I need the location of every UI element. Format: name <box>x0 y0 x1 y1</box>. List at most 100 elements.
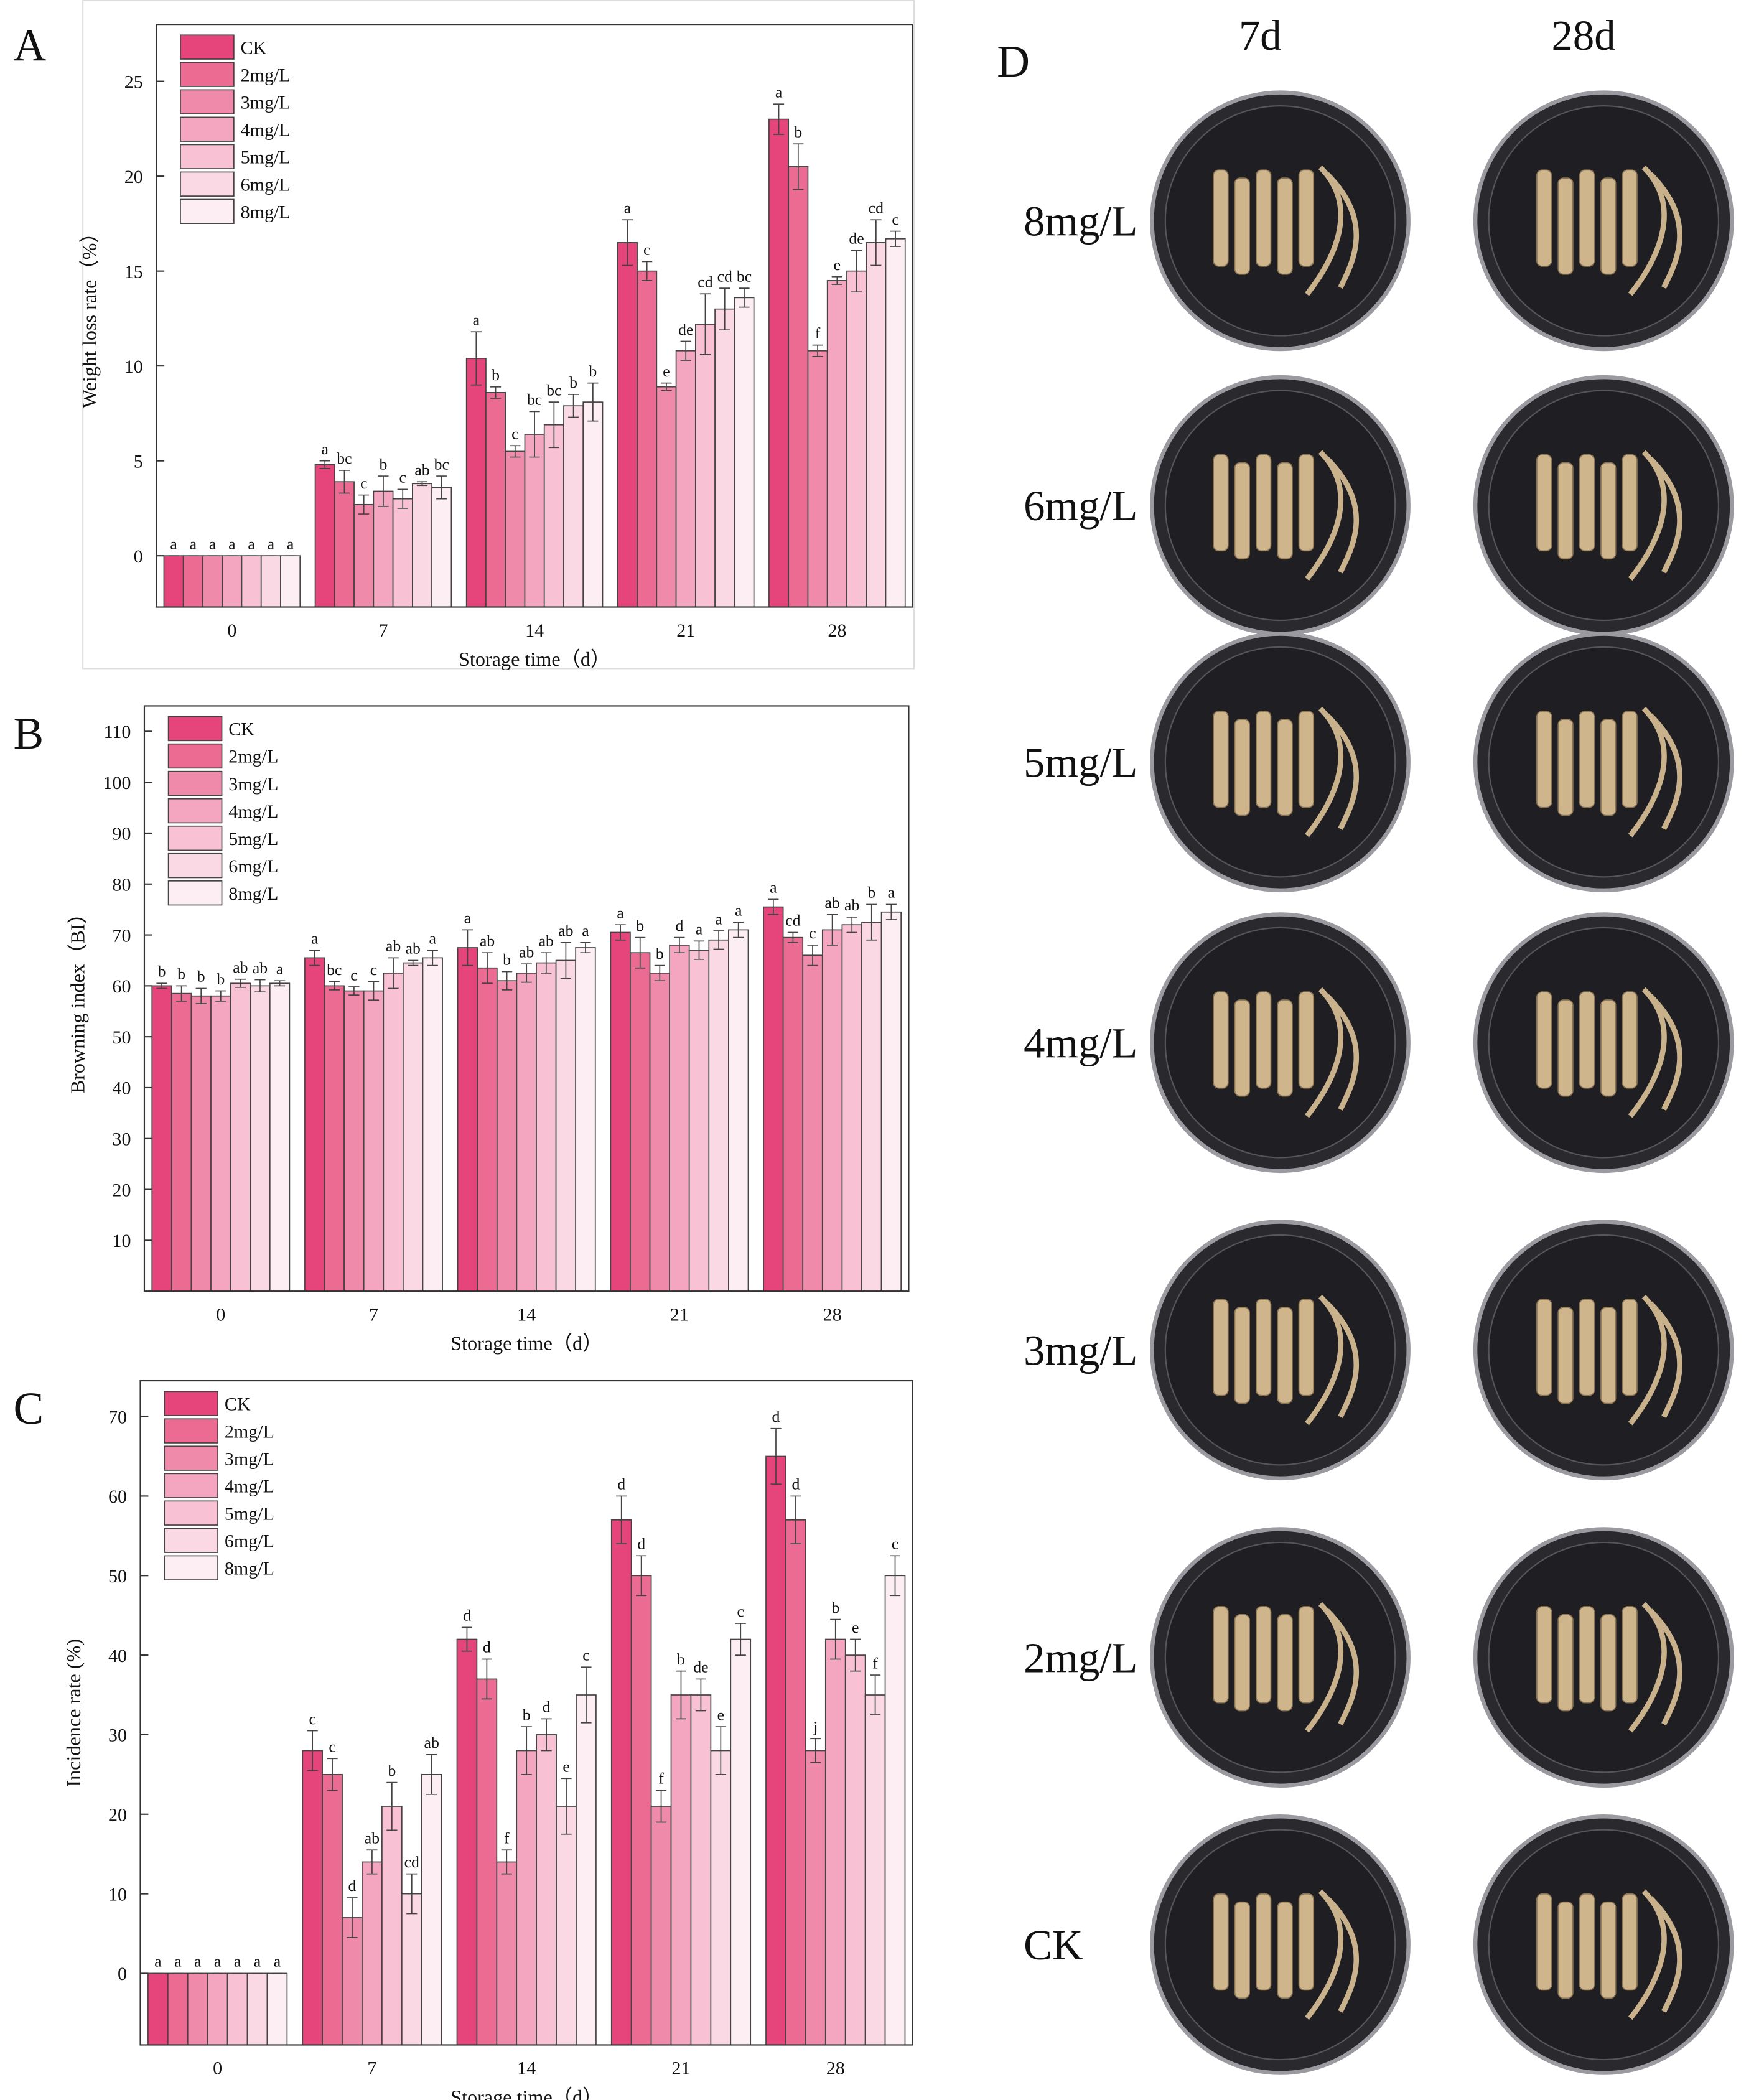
error-bar <box>521 963 532 983</box>
y-tick-label: 40 <box>112 1078 131 1099</box>
significance-label: b <box>867 884 875 902</box>
significance-label: a <box>311 929 319 947</box>
root-piece <box>1298 169 1315 267</box>
root-piece <box>1256 169 1272 267</box>
significance-label: a <box>276 959 284 978</box>
bar <box>250 985 271 1292</box>
bar <box>465 358 487 608</box>
bar <box>710 1750 732 2046</box>
significance-label: a <box>287 534 294 553</box>
error-bar <box>889 1555 901 1597</box>
bar <box>610 1519 632 2046</box>
root-piece <box>1234 462 1250 560</box>
significance-label: ab <box>824 894 839 912</box>
bar <box>269 982 291 1292</box>
significance-label: c <box>360 474 367 492</box>
error-bar <box>490 386 502 399</box>
bar <box>669 945 690 1292</box>
bar <box>353 503 375 608</box>
y-axis-title: Incidence rate (%) <box>62 1639 85 1787</box>
bar <box>864 1694 886 2046</box>
significance-label: ab <box>233 958 248 976</box>
legend-swatch <box>180 198 235 224</box>
error-bar <box>581 1666 592 1724</box>
root-fibers <box>1628 450 1682 581</box>
significance-label: d <box>543 1698 551 1716</box>
root-piece <box>1256 711 1272 808</box>
significance-label: de <box>849 229 864 247</box>
significance-label: cd <box>698 273 712 291</box>
significance-label: e <box>562 1757 569 1775</box>
bar <box>190 995 212 1292</box>
error-bar <box>274 980 286 987</box>
error-bar <box>636 1555 647 1597</box>
error-bar <box>846 917 857 933</box>
root-fibers <box>1628 165 1682 296</box>
error-bar <box>568 394 579 418</box>
significance-label: d <box>483 1638 491 1656</box>
error-bar <box>661 382 672 391</box>
root-piece <box>1557 1307 1574 1404</box>
root-piece <box>1536 711 1552 808</box>
bar <box>324 985 345 1292</box>
significance-label: c <box>399 469 406 487</box>
significance-label: a <box>617 903 624 922</box>
bar <box>650 1806 672 2046</box>
error-bar <box>388 957 399 989</box>
legend-swatch <box>167 743 223 769</box>
significance-label: b <box>831 1598 839 1617</box>
legend-swatch <box>164 1528 218 1553</box>
significance-label: a <box>715 910 722 928</box>
root-piece <box>1298 454 1315 552</box>
error-bar <box>807 945 818 966</box>
root-piece <box>1234 719 1250 816</box>
root-fibers <box>1305 987 1359 1118</box>
column-label: 7d <box>1239 12 1282 59</box>
bar <box>411 483 432 608</box>
y-tick-label: 25 <box>124 71 143 92</box>
significance-label: b <box>656 945 664 963</box>
bar <box>363 990 385 1292</box>
root-piece <box>1579 711 1595 808</box>
significance-label: b <box>794 123 802 141</box>
x-tick-label: 28 <box>828 620 846 641</box>
significance-label: a <box>268 534 275 553</box>
x-tick-label: 28 <box>826 2058 845 2079</box>
error-bar <box>870 219 882 266</box>
bar <box>496 1861 518 2046</box>
significance-label: cd <box>404 1853 419 1871</box>
bar <box>422 957 443 1292</box>
error-bar <box>501 1849 512 1875</box>
bar <box>821 929 843 1292</box>
root-fibers <box>1305 1294 1359 1426</box>
significance-label: b <box>217 970 225 988</box>
bar <box>866 242 887 608</box>
y-tick-label: 100 <box>103 772 131 793</box>
x-tick-label: 0 <box>227 620 236 641</box>
bar <box>222 555 243 608</box>
bar <box>630 952 651 1292</box>
significance-label: e <box>717 1706 724 1724</box>
bar <box>147 1972 169 2046</box>
error-bar <box>327 1758 338 1791</box>
legend-label: 6mg/L <box>241 174 291 195</box>
error-bar <box>695 1678 706 1712</box>
bar <box>207 1972 228 2046</box>
y-tick-label: 70 <box>108 1406 127 1427</box>
y-tick-label: 40 <box>108 1645 127 1666</box>
error-bar <box>851 250 862 293</box>
bar <box>765 1455 786 2046</box>
bar <box>516 973 537 1292</box>
significance-label: b <box>589 362 597 380</box>
panel-label: B <box>13 708 44 758</box>
bar <box>768 118 790 608</box>
legend-swatch <box>180 171 235 197</box>
x-tick-label: 21 <box>670 1304 689 1325</box>
bar <box>334 481 355 608</box>
legend-label: 2mg/L <box>225 1421 274 1442</box>
root-piece <box>1234 1307 1250 1404</box>
significance-label: a <box>234 1953 241 1971</box>
legend-swatch <box>164 1555 218 1580</box>
row-label: 5mg/L <box>1024 739 1137 786</box>
